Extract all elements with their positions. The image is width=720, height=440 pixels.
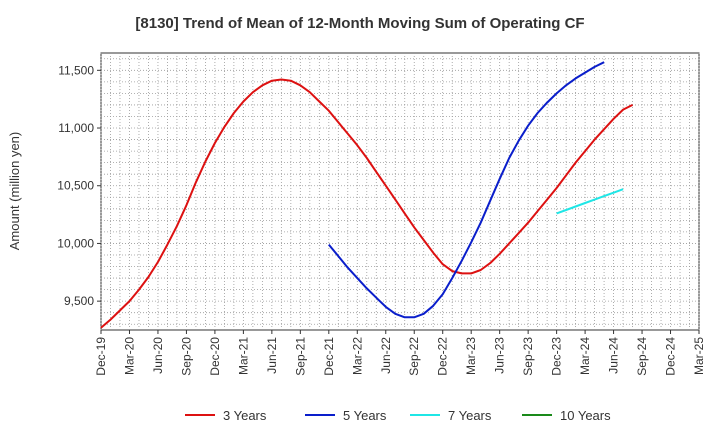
x-tick-label: Sep-23 — [521, 337, 535, 376]
x-tick-label: Dec-21 — [322, 337, 336, 376]
x-tick-label: Dec-22 — [436, 337, 450, 376]
x-tick-label: Dec-23 — [550, 337, 564, 376]
legend-label: 5 Years — [343, 408, 387, 423]
x-tick-label: Jun-24 — [607, 337, 621, 374]
y-tick-label: 10,500 — [57, 179, 94, 193]
x-tick-label: Mar-24 — [578, 337, 592, 375]
x-tick-label: Sep-21 — [293, 337, 307, 376]
x-tick-label: Dec-19 — [94, 337, 108, 376]
x-tick-label: Sep-20 — [179, 337, 193, 376]
y-tick-label: 11,000 — [58, 121, 94, 135]
gridlines — [100, 53, 700, 330]
x-tick-label: Jun-21 — [265, 337, 279, 374]
x-tick-label: Mar-21 — [236, 337, 250, 375]
y-tick-label: 10,000 — [57, 236, 94, 250]
x-tick-label: Jun-23 — [493, 337, 507, 374]
x-tick-label: Mar-22 — [350, 337, 364, 375]
series-line-5-years — [328, 61, 605, 319]
y-axis-label: Amount (million yen) — [7, 132, 22, 251]
legend-label: 3 Years — [223, 408, 267, 423]
legend: 3 Years 5 Years 7 Years 10 Years — [185, 408, 611, 423]
legend-label: 7 Years — [448, 408, 492, 423]
series-line-3-years — [100, 78, 634, 329]
x-tick-label: Jun-20 — [151, 337, 165, 374]
x-tick-label: Mar-25 — [692, 337, 706, 375]
x-axis-ticks: Dec-19 Mar-20 Jun-20 Sep-20 Dec-20 Mar-21 Jun-… — [94, 330, 706, 376]
series-lines — [100, 61, 634, 329]
x-tick-label: Dec-24 — [664, 337, 678, 376]
y-tick-label: 11,500 — [58, 63, 94, 77]
plot-background — [101, 53, 699, 330]
legend-label: 10 Years — [560, 408, 611, 423]
chart-title: [8130] Trend of Mean of 12-Month Moving … — [135, 15, 584, 32]
y-axis-ticks: 9,500 10,000 10,500 11,000 11,500 — [57, 63, 101, 308]
x-tick-label: Sep-24 — [635, 337, 649, 376]
x-tick-label: Mar-20 — [122, 337, 136, 375]
series-line-7-years — [556, 188, 624, 215]
plot-area — [100, 52, 700, 331]
y-tick-label: 9,500 — [64, 294, 94, 308]
x-tick-label: Jun-22 — [379, 337, 393, 374]
x-tick-label: Mar-23 — [464, 337, 478, 375]
x-tick-label: Dec-20 — [208, 337, 222, 376]
x-tick-label: Sep-22 — [407, 337, 421, 376]
